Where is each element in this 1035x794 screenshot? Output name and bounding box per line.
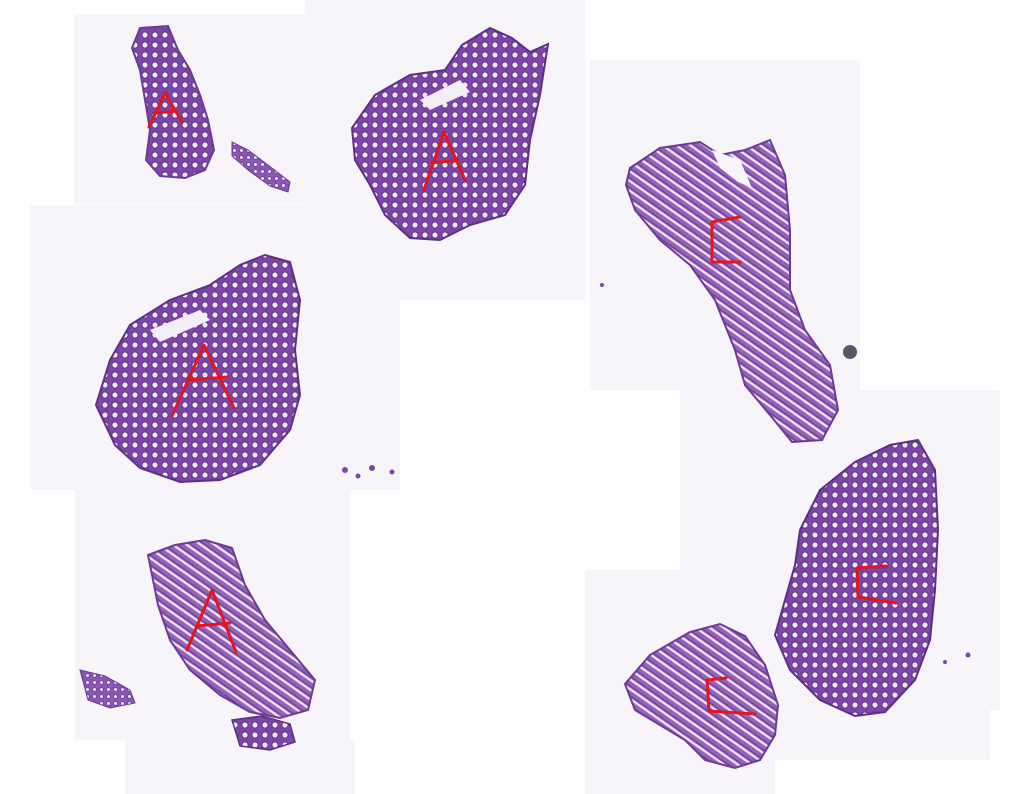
tissue-fragment-5b bbox=[231, 715, 296, 751]
tissue-fragment-3 bbox=[624, 138, 840, 444]
annotation-letter-c-1 bbox=[710, 215, 742, 264]
tissue-fragment-5c bbox=[79, 669, 136, 709]
tissue-fragment-1 bbox=[130, 24, 216, 180]
annotation-letter-a-3 bbox=[170, 343, 236, 418]
annotation-letter-c-2 bbox=[855, 564, 898, 605]
tissue-fragment-7 bbox=[623, 622, 780, 770]
tissue-fragment-5 bbox=[146, 538, 317, 720]
annotation-letter-c-3 bbox=[705, 676, 757, 716]
tissue-fragments bbox=[79, 24, 971, 770]
tissue-fragment-2 bbox=[350, 26, 550, 242]
red-annotations bbox=[147, 91, 898, 716]
annotation-letter-a-4 bbox=[185, 588, 238, 654]
annotation-letter-a-1 bbox=[147, 91, 184, 129]
annotation-letter-a-2 bbox=[422, 130, 467, 192]
tissue-fragment-4 bbox=[94, 253, 302, 484]
tissue-strip-1 bbox=[231, 141, 291, 193]
